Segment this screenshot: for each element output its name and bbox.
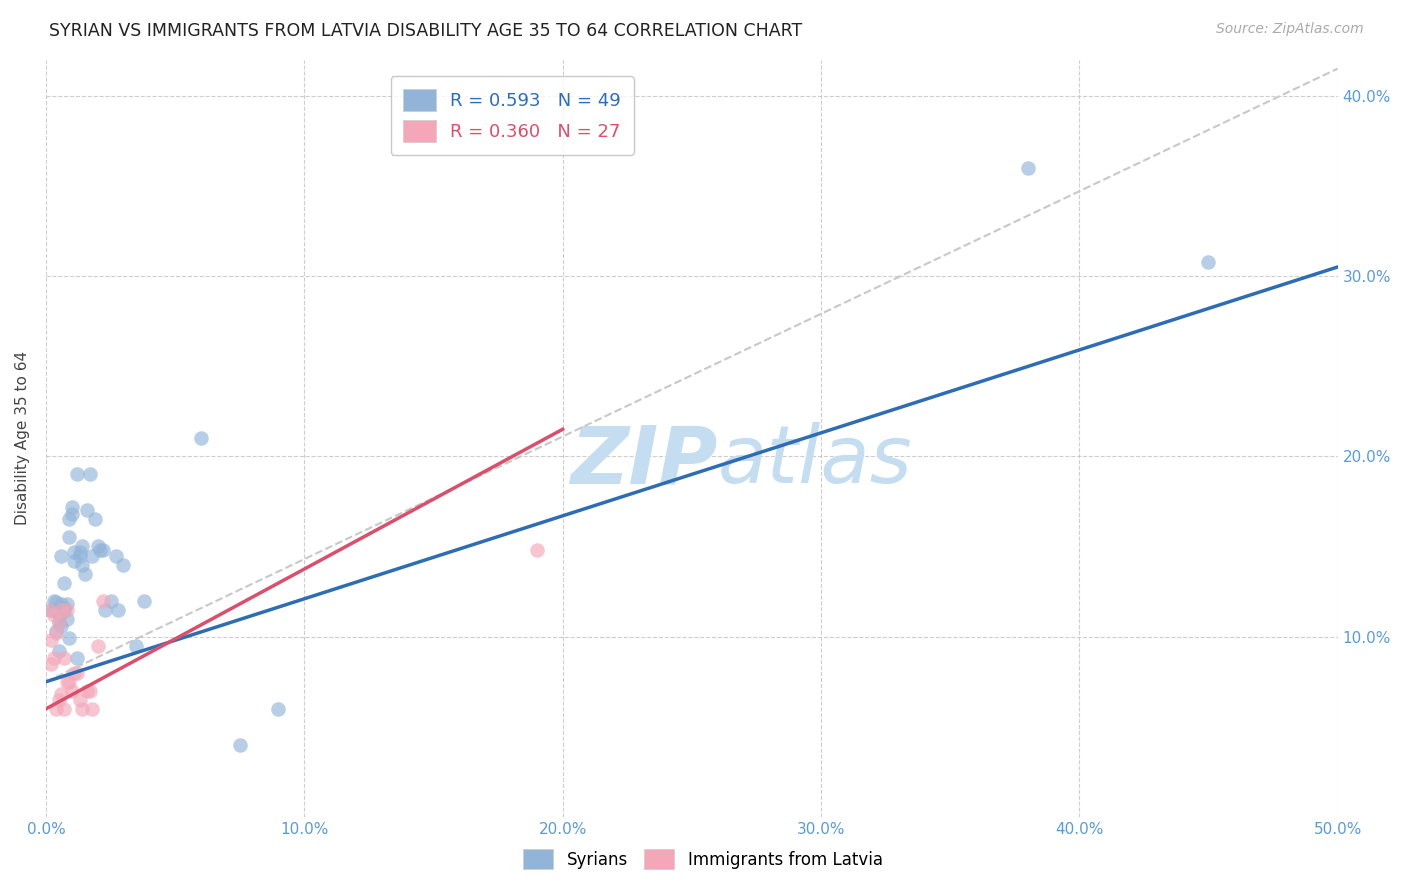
Point bbox=[45, 702, 67, 716]
Point bbox=[1017, 161, 1039, 175]
Point bbox=[45, 626, 67, 640]
Point bbox=[125, 639, 148, 653]
Point bbox=[63, 545, 86, 559]
Point bbox=[70, 702, 93, 716]
Point bbox=[58, 632, 80, 646]
Point bbox=[63, 554, 86, 568]
Point bbox=[70, 540, 93, 554]
Point bbox=[267, 702, 290, 716]
Point bbox=[53, 604, 76, 618]
Point bbox=[53, 651, 76, 665]
Point bbox=[228, 738, 250, 752]
Point bbox=[66, 665, 89, 680]
Point bbox=[70, 558, 93, 572]
Point bbox=[51, 619, 73, 633]
Point bbox=[79, 683, 101, 698]
Point bbox=[45, 624, 67, 639]
Point bbox=[69, 545, 91, 559]
Point bbox=[526, 543, 548, 558]
Point bbox=[53, 600, 76, 615]
Point bbox=[86, 540, 108, 554]
Text: Source: ZipAtlas.com: Source: ZipAtlas.com bbox=[1216, 22, 1364, 37]
Point bbox=[82, 702, 104, 716]
Point bbox=[89, 543, 111, 558]
Text: ZIP: ZIP bbox=[571, 422, 717, 500]
Point bbox=[39, 633, 62, 648]
Point bbox=[73, 566, 96, 581]
Point bbox=[104, 549, 127, 563]
Legend: Syrians, Immigrants from Latvia: Syrians, Immigrants from Latvia bbox=[513, 838, 893, 880]
Point bbox=[55, 602, 77, 616]
Point bbox=[48, 615, 70, 630]
Legend: R = 0.593   N = 49, R = 0.360   N = 27: R = 0.593 N = 49, R = 0.360 N = 27 bbox=[391, 76, 634, 154]
Point bbox=[53, 702, 76, 716]
Point bbox=[1198, 254, 1220, 268]
Point bbox=[42, 593, 65, 607]
Point bbox=[58, 531, 80, 545]
Point bbox=[69, 549, 91, 563]
Point bbox=[53, 575, 76, 590]
Point bbox=[51, 602, 73, 616]
Point bbox=[38, 602, 60, 616]
Point bbox=[55, 597, 77, 611]
Point bbox=[91, 543, 114, 558]
Text: atlas: atlas bbox=[717, 422, 912, 500]
Point bbox=[55, 674, 77, 689]
Y-axis label: Disability Age 35 to 64: Disability Age 35 to 64 bbox=[15, 351, 30, 525]
Point bbox=[79, 467, 101, 482]
Point bbox=[76, 683, 98, 698]
Point bbox=[60, 507, 83, 521]
Point bbox=[69, 693, 91, 707]
Point bbox=[48, 644, 70, 658]
Point bbox=[134, 593, 156, 607]
Point bbox=[58, 674, 80, 689]
Point bbox=[48, 693, 70, 707]
Point bbox=[51, 687, 73, 701]
Point bbox=[51, 549, 73, 563]
Point bbox=[91, 593, 114, 607]
Point bbox=[94, 602, 117, 616]
Point bbox=[39, 657, 62, 671]
Point bbox=[100, 593, 122, 607]
Point bbox=[66, 651, 89, 665]
Point bbox=[51, 597, 73, 611]
Point bbox=[42, 607, 65, 622]
Point bbox=[112, 558, 135, 572]
Point bbox=[63, 665, 86, 680]
Point bbox=[60, 500, 83, 514]
Point bbox=[55, 612, 77, 626]
Point bbox=[39, 602, 62, 616]
Point bbox=[66, 467, 89, 482]
Point bbox=[58, 512, 80, 526]
Point bbox=[48, 615, 70, 630]
Point bbox=[107, 602, 129, 616]
Point bbox=[60, 683, 83, 698]
Point bbox=[86, 639, 108, 653]
Point bbox=[84, 512, 107, 526]
Point bbox=[42, 602, 65, 616]
Point bbox=[45, 595, 67, 609]
Point bbox=[42, 651, 65, 665]
Point bbox=[48, 607, 70, 622]
Point bbox=[190, 431, 212, 445]
Text: SYRIAN VS IMMIGRANTS FROM LATVIA DISABILITY AGE 35 TO 64 CORRELATION CHART: SYRIAN VS IMMIGRANTS FROM LATVIA DISABIL… bbox=[49, 22, 803, 40]
Point bbox=[76, 503, 98, 517]
Point bbox=[82, 549, 104, 563]
